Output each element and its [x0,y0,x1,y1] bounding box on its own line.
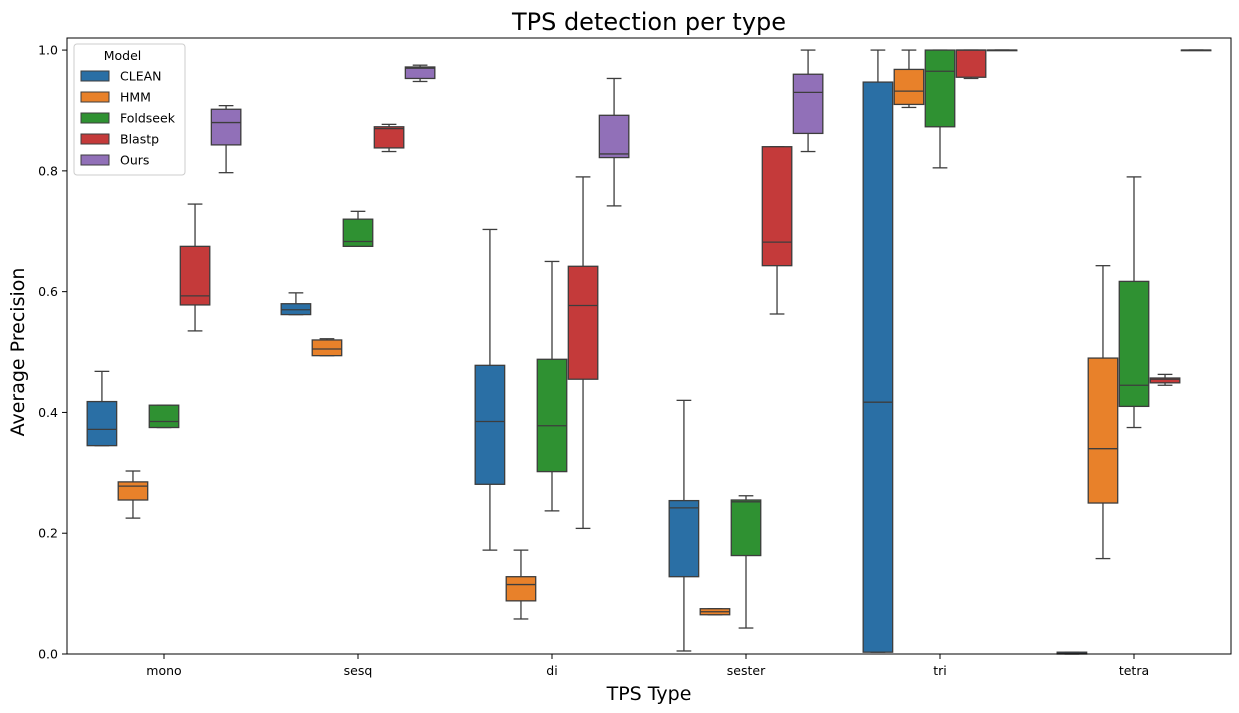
box-body [117,481,149,501]
x-tick-label: tri [933,663,947,678]
x-tick-label: di [546,663,557,678]
box-body [668,499,700,578]
box-ours-tetra [1180,49,1212,52]
y-tick-label: 0.6 [38,284,58,299]
x-tick-label: sesq [344,663,373,678]
legend-item-ours: Ours [80,153,149,168]
box-ours-sester [792,49,824,153]
y-axis-title: Average Precision [7,268,29,437]
legend-label: Blastp [120,132,159,147]
x-tick-label: mono [146,663,181,678]
box-body [567,265,599,380]
legend-item-blastp: Blastp [80,132,159,147]
box-foldseek-sester [730,495,762,629]
box-body [474,364,506,485]
box-blastp-tetra [1149,373,1181,386]
legend-title: Model [104,48,142,63]
box-body [1118,280,1150,408]
legend: Model CLEAN HMM Foldseek Blastp Ours [73,43,186,176]
legend-label: CLEAN [120,69,162,84]
legend-swatch [80,154,110,166]
box-body [342,218,374,248]
box-ours-sesq [404,64,436,83]
legend-swatch [80,112,110,124]
box-blastp-sester [761,146,793,315]
box-body [598,114,630,159]
box-blastp-sesq [373,123,405,153]
box-clean-tri [862,49,894,653]
box-foldseek-mono [148,404,180,429]
box-body [210,108,242,146]
x-axis-title: TPS Type [606,683,692,705]
box-hmm-sesq [311,338,343,357]
box-clean-sesq [280,292,312,316]
box-body [86,400,118,447]
box-body [536,358,568,473]
box-body [404,66,436,80]
y-tick-label: 0.8 [38,163,58,178]
axes: 0.0 0.2 0.4 0.6 0.8 1.0 mono sesq di sester tri tet… [38,37,1232,678]
y-tick-label: 0.2 [38,526,58,541]
legend-swatch [80,70,110,82]
box-clean-sester [668,399,700,652]
box-foldseek-tetra [1118,176,1150,429]
box-body [924,49,956,128]
box-body [179,245,211,306]
box-body [792,73,824,135]
box-body [311,339,343,357]
box-body [730,499,762,557]
box-body [148,404,180,429]
x-tick-label: sester [727,663,766,678]
box-hmm-di [505,549,537,620]
legend-swatch [80,91,110,103]
legend-item-foldseek: Foldseek [80,111,176,126]
box-foldseek-tri [924,49,956,169]
box-blastp-di [567,176,599,530]
box-body [373,126,405,149]
box-body [505,576,537,602]
box-hmm-mono [117,470,149,519]
legend-item-hmm: HMM [80,90,151,105]
plot-area [86,49,1212,655]
y-tick-label: 0.0 [38,647,58,662]
box-clean-di [474,228,506,551]
legend-item-clean: CLEAN [80,69,162,84]
box-blastp-mono [179,203,211,332]
box-foldseek-di [536,260,568,512]
box-body [955,49,987,78]
box-blastp-tri [955,49,987,80]
plot-frame [66,37,1232,655]
box-hmm-tri [893,49,925,109]
box-body [1087,357,1119,504]
chart-title: TPS detection per type [511,8,786,36]
legend-label: Foldseek [120,111,176,126]
box-ours-tri [986,49,1018,52]
box-clean-mono [86,370,118,447]
y-tick-label: 1.0 [38,43,58,58]
legend-label: HMM [120,90,151,105]
x-tick-label: tetra [1119,663,1149,678]
box-body [1149,377,1181,384]
box-ours-di [598,77,630,207]
box-ours-mono [210,104,242,174]
legend-label: Ours [120,153,149,168]
legend-swatch [80,133,110,145]
y-tick-label: 0.4 [38,405,58,420]
box-hmm-tetra [1087,265,1119,560]
box-body [862,81,894,653]
box-body [761,146,793,267]
box-body [893,68,925,106]
box-foldseek-sesq [342,210,374,248]
box-hmm-sester [699,608,731,616]
